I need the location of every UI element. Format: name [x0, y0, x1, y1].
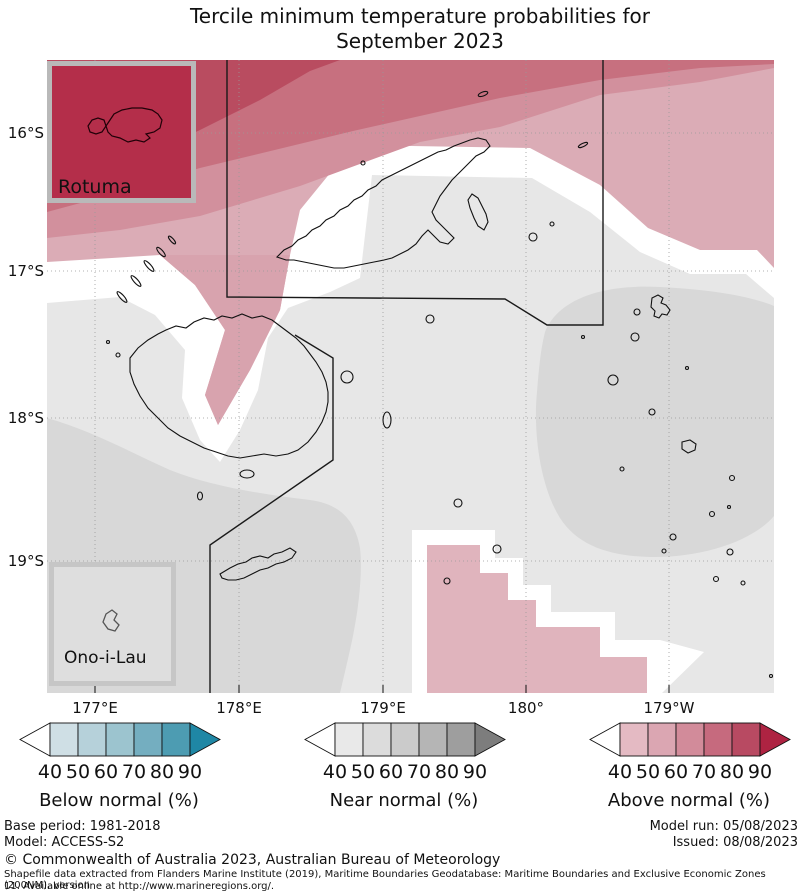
- above-normal-40-50-bottom-region: [427, 545, 647, 693]
- legend-below-normal: 40 50 60 70 80 90 Below normal (%): [4, 722, 234, 811]
- base-period-text: Base period: 1981-2018: [4, 819, 161, 834]
- tick-label: 70: [122, 761, 146, 783]
- eez-boundary-lines: [209, 60, 604, 693]
- colorbar-near-normal: 40 50 60 70 80 90: [304, 722, 506, 783]
- legend-above-normal: 40 50 60 70 80 90 Above normal (%): [574, 722, 804, 811]
- tick-label: 60: [664, 761, 688, 783]
- tick-label: 70: [692, 761, 716, 783]
- colorbar-segment: [647, 722, 677, 757]
- inset-rotuma: Rotuma: [47, 61, 196, 203]
- x-tick-179w: 179°W: [644, 699, 695, 717]
- tick-label: 80: [435, 761, 459, 783]
- tick-label: 90: [178, 761, 202, 783]
- tick-label: 50: [66, 761, 90, 783]
- tick-label: 80: [150, 761, 174, 783]
- page-title: Tercile minimum temperature probabilitie…: [36, 4, 804, 54]
- near-normal-50-60-east: [535, 286, 774, 558]
- tick-label: 90: [463, 761, 487, 783]
- x-tick-180: 180°: [508, 699, 544, 717]
- y-tick-18s: 18°S: [8, 409, 44, 427]
- ono-inset-fill: [54, 567, 171, 681]
- tick-label: 90: [748, 761, 772, 783]
- map-canvas: Rotuma Ono-i-Lau 16°S 17°S 18°S 19°S 177…: [8, 60, 774, 717]
- colorbar-segment: [362, 722, 392, 757]
- tick-label: 40: [38, 761, 62, 783]
- issued-text: Issued: 08/08/2023: [672, 835, 798, 850]
- tick-label: 60: [94, 761, 118, 783]
- colorbar-left-arrow: [589, 722, 621, 757]
- x-tick-179e: 179°E: [360, 699, 406, 717]
- y-tick-17s: 17°S: [8, 262, 44, 280]
- copyright-text: © Commonwealth of Australia 2023, Austra…: [4, 852, 501, 868]
- x-axis-labels: 177°E 178°E 179°E 180° 179°W: [72, 699, 694, 717]
- tick-label: 60: [379, 761, 403, 783]
- colorbar-tick-labels: 40 50 60 70 80 90: [323, 761, 487, 783]
- y-tick-16s: 16°S: [8, 124, 44, 142]
- shapefile-attribution-line-2: 11. Available online at http://www.marin…: [4, 881, 275, 892]
- colorbar-left-arrow: [304, 722, 336, 757]
- inset-ono-i-lau: Ono-i-Lau: [49, 562, 176, 686]
- tick-label: 50: [636, 761, 660, 783]
- legend-near-normal: 40 50 60 70 80 90 Near normal (%): [289, 722, 519, 811]
- colorbar-segment: [133, 722, 163, 757]
- ono-island-outline: [102, 609, 120, 632]
- legend-caption-above: Above normal (%): [607, 790, 771, 811]
- colorbar-segment: [619, 722, 649, 757]
- colorbar-segment: [390, 722, 420, 757]
- tick-label: 40: [323, 761, 347, 783]
- colorbar-right-arrow: [759, 722, 791, 757]
- x-axis-tick-marks: [94, 685, 670, 693]
- tick-label: 80: [720, 761, 744, 783]
- island-outlines: [105, 90, 774, 679]
- colorbar-left-arrow: [19, 722, 51, 757]
- rotuma-inset-label: Rotuma: [58, 176, 132, 198]
- colorbar-right-arrow: [189, 722, 221, 757]
- tick-label: 70: [407, 761, 431, 783]
- colorbar-segment: [49, 722, 79, 757]
- model-run-text: Model run: 05/08/2023: [649, 819, 798, 834]
- colorbar-segment: [105, 722, 135, 757]
- tick-label: 40: [608, 761, 632, 783]
- x-tick-177e: 177°E: [72, 699, 118, 717]
- x-tick-178e: 178°E: [216, 699, 262, 717]
- colorbar-tick-labels: 40 50 60 70 80 90: [38, 761, 202, 783]
- colorbar-segment: [731, 722, 761, 757]
- legend-caption-below: Below normal (%): [39, 790, 199, 811]
- colorbar-above-normal: 40 50 60 70 80 90: [589, 722, 791, 783]
- colorbar-segment: [161, 722, 191, 757]
- colorbar-segment: [703, 722, 733, 757]
- y-axis-labels: 16°S 17°S 18°S 19°S: [8, 124, 44, 570]
- y-tick-19s: 19°S: [8, 552, 44, 570]
- colorbar-right-arrow: [474, 722, 506, 757]
- colorbar-segment: [334, 722, 364, 757]
- colorbar-tick-labels: 40 50 60 70 80 90: [608, 761, 772, 783]
- ono-inset-label: Ono-i-Lau: [64, 648, 147, 668]
- legend-caption-near: Near normal (%): [329, 790, 479, 811]
- title-line-1: Tercile minimum temperature probabilitie…: [189, 4, 651, 28]
- colorbar-segment: [418, 722, 448, 757]
- tick-label: 50: [351, 761, 375, 783]
- shapefile-attribution-line-1: Shapefile data extracted from Flanders M…: [4, 869, 766, 891]
- colorbar-segment: [446, 722, 476, 757]
- colorbar-below-normal: 40 50 60 70 80 90: [19, 722, 221, 783]
- colorbar-segment: [675, 722, 705, 757]
- rotuma-island-outline: [87, 107, 163, 143]
- model-text: Model: ACCESS-S2: [4, 835, 125, 850]
- title-line-2: September 2023: [336, 29, 504, 53]
- rotuma-inset-fill: [52, 66, 191, 198]
- graticule-gridlines: [47, 60, 774, 693]
- colorbar-segment: [77, 722, 107, 757]
